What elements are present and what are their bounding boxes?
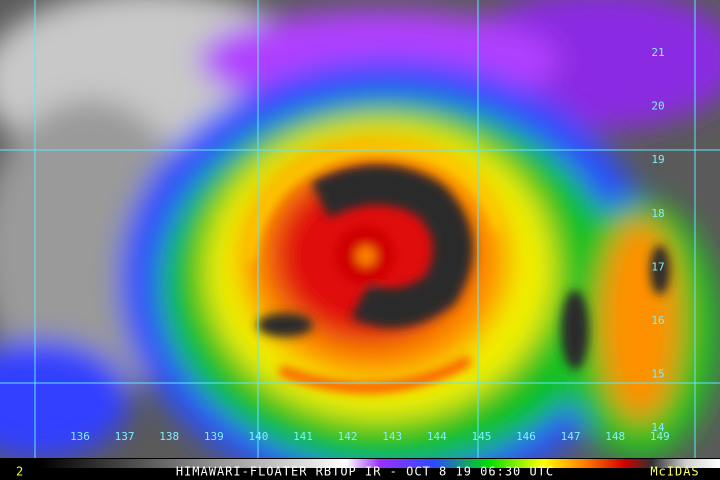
color-scale — [40, 459, 720, 468]
longitude-label: 148 — [605, 430, 625, 443]
longitude-label: 141 — [293, 430, 313, 443]
longitude-label: 146 — [516, 430, 536, 443]
longitude-label: 137 — [115, 430, 135, 443]
latitude-label: 21 — [651, 46, 664, 59]
longitude-label: 140 — [248, 430, 268, 443]
longitude-label: 145 — [471, 430, 491, 443]
latitude-label: 19 — [651, 153, 664, 166]
longitude-label: 138 — [159, 430, 179, 443]
latitude-label: 15 — [651, 368, 664, 381]
latitude-label: 16 — [651, 314, 664, 327]
latitude-label: 14 — [651, 421, 665, 434]
longitude-label: 139 — [204, 430, 224, 443]
coordinate-labels: 136 137 138 139 140 141 142 143 144 145 146 147 148 1… — [70, 46, 670, 443]
frame-number: 2 — [16, 465, 24, 479]
latitude-label: 17 — [651, 260, 664, 273]
lat-lon-grid — [0, 0, 720, 458]
longitude-label: 149 — [650, 430, 670, 443]
longitude-label: 144 — [427, 430, 447, 443]
latitude-label: 18 — [651, 207, 664, 220]
caption: HIMAWARI-FLOATER RBTOP IR - OCT 8 19 06:… — [176, 465, 554, 479]
longitude-label: 142 — [338, 430, 358, 443]
longitude-label: 136 — [70, 430, 90, 443]
longitude-label: 143 — [382, 430, 402, 443]
logo: McIDAS — [650, 465, 699, 479]
longitude-label: 147 — [561, 430, 581, 443]
latitude-label: 20 — [651, 100, 664, 113]
